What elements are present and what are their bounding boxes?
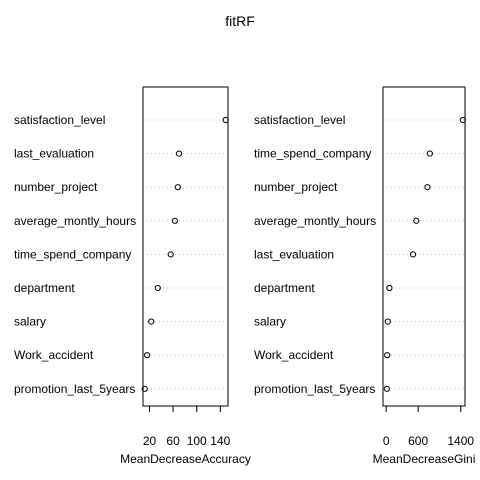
data-point <box>383 385 390 392</box>
panel-mean-decrease-accuracy: satisfaction_level last_evaluation number_… <box>14 86 251 466</box>
data-point <box>175 150 183 157</box>
category-label: average_montly_hours <box>14 214 136 228</box>
category-label: time_spend_company <box>254 147 371 161</box>
category-label: number_project <box>14 180 98 194</box>
chart-title: fitRF <box>225 13 255 29</box>
data-point <box>386 284 393 292</box>
x-tick-label: 140 <box>210 434 230 448</box>
category-label: department <box>254 281 315 295</box>
x-tick-label: 600 <box>408 434 428 448</box>
data-point <box>426 150 433 157</box>
data-point <box>413 217 420 224</box>
plot-frame <box>142 86 229 407</box>
category-label: promotion_last_5years <box>254 382 375 396</box>
category-label: time_spend_company <box>14 247 131 261</box>
category-label: salary <box>254 315 286 329</box>
category-label: Work_accident <box>254 348 334 362</box>
data-point <box>409 251 417 258</box>
x-tick-label: 60 <box>166 434 180 448</box>
category-label: promotion_last_5years <box>14 382 135 396</box>
data-point <box>174 184 181 191</box>
category-label: satisfaction_level <box>254 113 345 127</box>
category-label: department <box>14 281 75 295</box>
plot-frame <box>382 86 466 407</box>
x-tick-label: 100 <box>187 434 207 448</box>
data-point <box>141 385 148 392</box>
category-label: Work_accident <box>14 348 94 362</box>
data-point <box>148 318 155 325</box>
data-point <box>384 318 391 325</box>
x-tick-label: 20 <box>143 434 157 448</box>
data-point <box>171 217 178 224</box>
category-label: number_project <box>254 180 338 194</box>
x-axis-label: MeanDecreaseGini <box>373 452 476 466</box>
x-tick-label: 0 <box>383 434 390 448</box>
category-label: average_montly_hours <box>254 214 376 228</box>
x-axis-label: MeanDecreaseAccuracy <box>120 452 251 466</box>
x-tick-label: 1400 <box>447 434 474 448</box>
category-label: satisfaction_level <box>14 113 105 127</box>
data-point <box>384 352 391 359</box>
panel-mean-decrease-gini: satisfaction_level time_spend_companynumb… <box>254 86 476 466</box>
category-label: last_evaluation <box>14 147 94 161</box>
category-label: salary <box>14 315 46 329</box>
data-point <box>144 352 151 359</box>
data-point <box>154 284 161 292</box>
data-point <box>167 251 174 258</box>
data-point <box>424 184 431 191</box>
category-label: last_evaluation <box>254 247 334 261</box>
